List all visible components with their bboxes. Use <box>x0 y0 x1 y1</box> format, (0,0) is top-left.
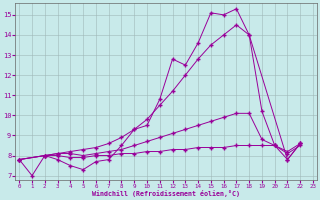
X-axis label: Windchill (Refroidissement éolien,°C): Windchill (Refroidissement éolien,°C) <box>92 190 240 197</box>
